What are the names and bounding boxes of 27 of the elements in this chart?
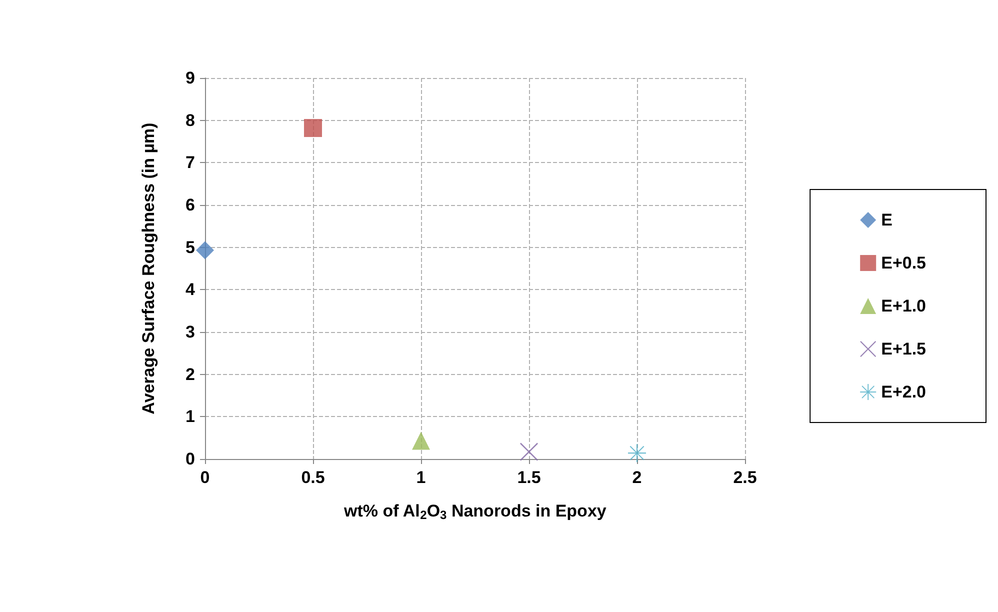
y-tick-label: 8 (186, 110, 195, 130)
point (412, 432, 430, 450)
y-tick-label: 6 (186, 196, 195, 214)
y-tick-label: 2 (186, 364, 195, 384)
y-tick-label: 9 (186, 68, 195, 88)
y-tick-label: 1 (186, 407, 195, 426)
x-tick-label: 0.5 (301, 468, 325, 487)
x-tick-label: 0 (200, 468, 210, 487)
x-tick-label: 2 (632, 468, 642, 487)
legend-label: E+2.0 (881, 382, 926, 402)
y-tick-label: 4 (186, 280, 196, 300)
legend-label: E+1.0 (881, 296, 926, 316)
y-tick-label: 0 (186, 450, 195, 468)
y-axis-title: Average Surface Roughness (in µm) (139, 122, 158, 414)
point (304, 118, 322, 137)
x-tick-label: 1.5 (517, 468, 541, 487)
point (520, 442, 538, 461)
x-tick-label: 1 (416, 468, 426, 487)
x-tick-label: 2.5 (733, 468, 757, 487)
y-tick-label: 7 (186, 153, 195, 172)
y-tick-label: 5 (186, 238, 195, 257)
y-tick-label: 3 (186, 322, 195, 342)
legend-label: E+0.5 (881, 254, 926, 272)
legend-label: E+1.5 (881, 340, 926, 358)
point (196, 241, 214, 260)
legend-label: E (881, 210, 892, 230)
point (628, 444, 646, 462)
